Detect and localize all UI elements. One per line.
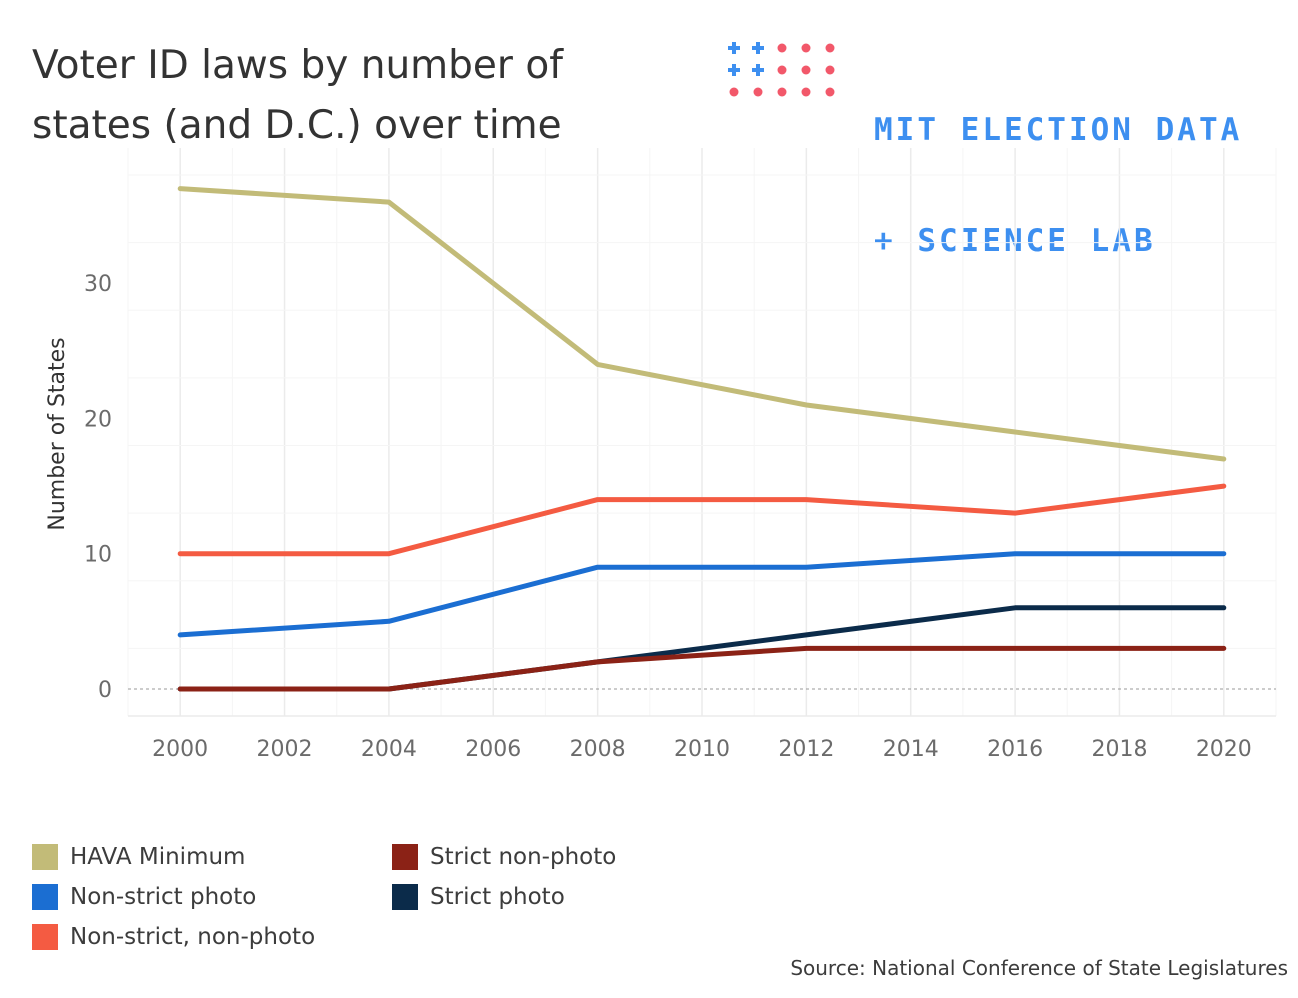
- x-tick-label: 2018: [1091, 737, 1147, 762]
- series-line-hava-minimum: [177, 186, 1227, 462]
- legend-item-strict-photo: Strict photo: [392, 882, 565, 912]
- source-note: Source: National Conference of State Leg…: [790, 956, 1288, 980]
- y-tick-label: 10: [84, 543, 112, 568]
- x-tick-label: 2016: [987, 737, 1043, 762]
- logo-dot: [801, 65, 811, 75]
- legend-swatch: [392, 844, 418, 870]
- legend-item-non-strict-non-photo: Non-strict, non-photo: [32, 922, 315, 952]
- x-tick-label: 2006: [465, 737, 521, 762]
- logo-dot: [825, 65, 835, 75]
- legend-item-hava-minimum: HAVA Minimum: [32, 842, 245, 872]
- y-tick-label: 20: [84, 407, 112, 432]
- logo-plus-mark: [752, 64, 764, 76]
- legend-item-strict-non-photo: Strict non-photo: [392, 842, 616, 872]
- chart-title-line-1: Voter ID laws by number of: [32, 43, 563, 88]
- y-tick-label: 30: [84, 272, 112, 297]
- legend-swatch: [32, 924, 58, 950]
- legend-item-non-strict-photo: Non-strict photo: [32, 882, 256, 912]
- logo-dot: [753, 87, 763, 97]
- x-tick-label: 2002: [257, 737, 313, 762]
- x-tick-label: 2014: [883, 737, 939, 762]
- legend-label: Strict photo: [430, 884, 565, 910]
- x-axis-tick-labels: 2000 2002 2004 2006 2008 2010 2012 2014 2016 2018…: [152, 737, 1252, 762]
- logo-dot: [801, 87, 811, 97]
- x-tick-label: 2010: [674, 737, 730, 762]
- legend-label: Non-strict, non-photo: [70, 924, 316, 950]
- chart-title-line-2: states (and D.C.) over time: [32, 103, 562, 148]
- logo-plus-mark: [752, 42, 764, 54]
- legend-swatch: [32, 884, 58, 910]
- legend-label: Non-strict photo: [70, 884, 257, 910]
- y-axis-label: Number of States: [45, 337, 70, 530]
- x-tick-label: 2008: [570, 737, 626, 762]
- y-axis-tick-labels: 0 10 20 30: [84, 272, 112, 703]
- legend-swatch: [32, 844, 58, 870]
- mit-election-lab-logo: MIT ELECTION DATA + SCIENCE LAB: [724, 34, 1284, 259]
- logo-plus-mark: [728, 64, 740, 76]
- logo-dot: [777, 43, 787, 53]
- chart-title: Voter ID laws by number of states (and D…: [32, 36, 672, 156]
- series-line-strict-non-photo: [177, 645, 1227, 692]
- x-tick-label: 2000: [152, 737, 208, 762]
- x-tick-label: 2004: [361, 737, 417, 762]
- chart-legend: HAVA Minimum Non-strict photo Non-strict…: [32, 838, 752, 958]
- logo-dot: [777, 65, 787, 75]
- logo-wordmark: MIT ELECTION DATA + SCIENCE LAB: [874, 38, 1242, 334]
- x-tick-label: 2020: [1196, 737, 1252, 762]
- logo-dot: [729, 87, 739, 97]
- line-chart: 0 10 20 30 2000 2002 2004 2006 2008 2010 2012 2014…: [45, 148, 1277, 762]
- legend-swatch: [392, 884, 418, 910]
- legend-label: Strict non-photo: [430, 844, 617, 870]
- legend-label: HAVA Minimum: [70, 844, 246, 870]
- chart-series: [177, 186, 1227, 692]
- logo-dot: [825, 87, 835, 97]
- logo-plus-mark: [728, 42, 740, 54]
- chart-gridlines: [127, 148, 1277, 717]
- logo-dot-grid-icon: [728, 42, 835, 97]
- logo-dot: [801, 43, 811, 53]
- logo-text-line-2: + SCIENCE LAB: [874, 223, 1156, 259]
- logo-text-line-1: MIT ELECTION DATA: [874, 112, 1243, 148]
- logo-dot: [825, 43, 835, 53]
- y-tick-label: 0: [98, 678, 112, 703]
- x-tick-label: 2012: [778, 737, 834, 762]
- logo-dot: [777, 87, 787, 97]
- series-line-non-strict-photo: [177, 551, 1227, 638]
- series-line-non-strict-non-photo: [177, 483, 1227, 557]
